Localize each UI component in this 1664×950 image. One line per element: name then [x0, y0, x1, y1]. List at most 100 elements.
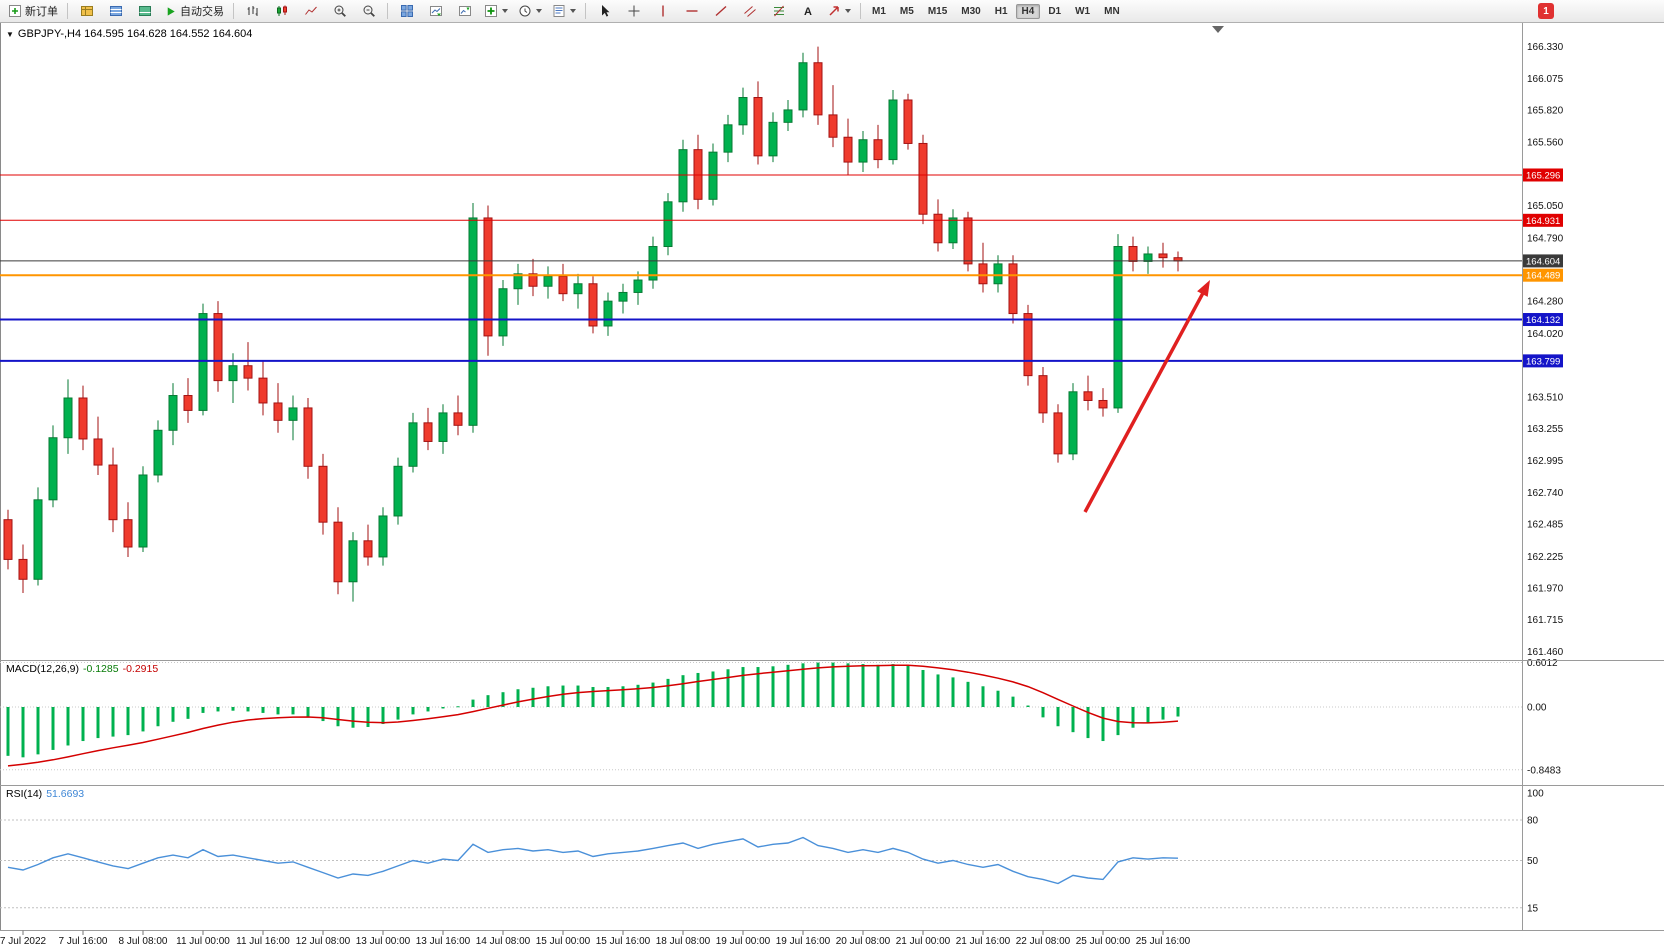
- timeframe-button-mn[interactable]: MN: [1104, 5, 1120, 17]
- timeframe-button-h1[interactable]: H1: [994, 5, 1008, 17]
- candle: [438, 412, 448, 442]
- macd-histogram-bar: [771, 666, 775, 707]
- macd-histogram-bar: [696, 672, 700, 707]
- zoom-in-icon: [334, 5, 346, 17]
- new-order-icon: [9, 5, 21, 17]
- price-tag: [1523, 354, 1563, 368]
- trendline-tool-button[interactable]: [707, 1, 734, 22]
- autotrading-label: 自动交易: [180, 6, 224, 18]
- cursor-tool-button[interactable]: [591, 1, 618, 22]
- text-tool-button[interactable]: A: [794, 1, 821, 22]
- macd-histogram-bar: [816, 662, 820, 707]
- macd-signal-line: [7, 664, 1179, 767]
- candle: [948, 217, 958, 244]
- chart-shift-button[interactable]: [451, 1, 478, 22]
- new-order-button[interactable]: 新订单: [4, 1, 62, 22]
- periods-dropdown-caret: [536, 9, 542, 13]
- candle: [423, 422, 433, 442]
- zoom-out-button[interactable]: [355, 1, 382, 22]
- timeframe-button-m1[interactable]: M1: [872, 5, 886, 17]
- price-tag-label: 163.799: [1526, 356, 1560, 367]
- macd-histogram-bar: [651, 682, 655, 707]
- trend-arrow-line[interactable]: [1083, 286, 1208, 513]
- rsi-scale-label: 50: [1527, 856, 1539, 867]
- trendline-icon: [715, 5, 726, 17]
- channel-tool-button[interactable]: [736, 1, 763, 22]
- candle: [738, 97, 748, 126]
- candle: [723, 124, 733, 153]
- timeframe-button-m15[interactable]: M15: [927, 5, 948, 17]
- timeframe-button-h4[interactable]: H4: [1015, 3, 1041, 19]
- price-axis-label: 161.460: [1527, 647, 1564, 658]
- line-chart-button[interactable]: [297, 1, 324, 22]
- macd-histogram-bar: [1176, 707, 1180, 717]
- separator: [585, 3, 586, 19]
- time-axis[interactable]: [0, 930, 1664, 950]
- timeframe-button-m5[interactable]: M5: [899, 5, 914, 17]
- macd-histogram-bar: [456, 706, 460, 708]
- price-tag: [1523, 313, 1563, 327]
- candle: [1098, 399, 1108, 409]
- periods-button[interactable]: [514, 1, 546, 22]
- horizontal-line-tool-button[interactable]: [678, 1, 705, 22]
- market-watch-button[interactable]: [73, 1, 100, 22]
- candle: [873, 139, 883, 161]
- macd-histogram-bar: [441, 707, 445, 709]
- autotrading-button[interactable]: 自动交易: [160, 1, 228, 22]
- notification-badge[interactable]: 1: [1538, 3, 1554, 19]
- macd-histogram-bar: [786, 664, 790, 707]
- price-axis-label: 164.790: [1527, 233, 1564, 244]
- zoom-in-button[interactable]: [326, 1, 353, 22]
- template-icon: [553, 5, 565, 17]
- candle: [588, 283, 598, 327]
- candle: [378, 515, 388, 558]
- time-label: 11 Jul 00:00: [176, 936, 230, 947]
- terminal-button[interactable]: [131, 1, 158, 22]
- market-watch-icon: [80, 6, 93, 16]
- timeframe-button-m30[interactable]: M30: [961, 5, 981, 17]
- macd-histogram-bar: [426, 707, 430, 712]
- timeframe-button-d1[interactable]: D1: [1048, 5, 1062, 17]
- tile-windows-button[interactable]: [393, 1, 420, 22]
- candle: [78, 397, 88, 440]
- macd-histogram-bar: [276, 707, 280, 715]
- fibonacci-tool-button[interactable]: [765, 1, 792, 22]
- price-axis-label: 162.740: [1527, 488, 1564, 499]
- candlestick-button[interactable]: [268, 1, 295, 22]
- auto-scroll-button[interactable]: [422, 1, 449, 22]
- macd-histogram-bar: [861, 664, 865, 707]
- candle: [528, 273, 538, 287]
- price-axis-label: 164.020: [1527, 329, 1564, 340]
- macd-histogram-bar: [171, 707, 175, 722]
- candle: [258, 377, 268, 404]
- macd-histogram-bar: [366, 707, 370, 727]
- macd-histogram-bar: [111, 707, 115, 737]
- price-tag-label: 164.604: [1526, 256, 1560, 267]
- macd-histogram-bar: [741, 667, 745, 707]
- macd-value-signal: -0.2915: [122, 663, 159, 675]
- time-label: 12 Jul 08:00: [296, 936, 351, 947]
- indicators-button[interactable]: [480, 1, 512, 22]
- chart-shift-marker[interactable]: [1212, 26, 1224, 33]
- macd-histogram-bar: [156, 707, 160, 727]
- macd-histogram-bar: [876, 664, 880, 707]
- candle: [243, 365, 253, 379]
- trend-arrow-head[interactable]: [1197, 280, 1210, 297]
- timeframe-button-w1[interactable]: W1: [1075, 5, 1091, 17]
- candle: [783, 109, 793, 123]
- bar-chart-button[interactable]: [239, 1, 266, 22]
- arrows-tool-button[interactable]: [823, 1, 855, 22]
- macd-histogram-bar: [501, 692, 505, 707]
- price-tag-label: 165.296: [1526, 170, 1560, 181]
- macd-histogram-bar: [336, 707, 340, 727]
- price-axis-label: 165.560: [1527, 138, 1564, 149]
- price-axis-label: 162.485: [1527, 520, 1564, 531]
- rsi-line: [7, 836, 1179, 885]
- crosshair-tool-button[interactable]: [620, 1, 647, 22]
- time-label: 20 Jul 08:00: [836, 936, 891, 947]
- templates-button[interactable]: [548, 1, 580, 22]
- price-axis-label: 164.280: [1527, 297, 1564, 308]
- vertical-line-tool-button[interactable]: [649, 1, 676, 22]
- data-window-button[interactable]: [102, 1, 129, 22]
